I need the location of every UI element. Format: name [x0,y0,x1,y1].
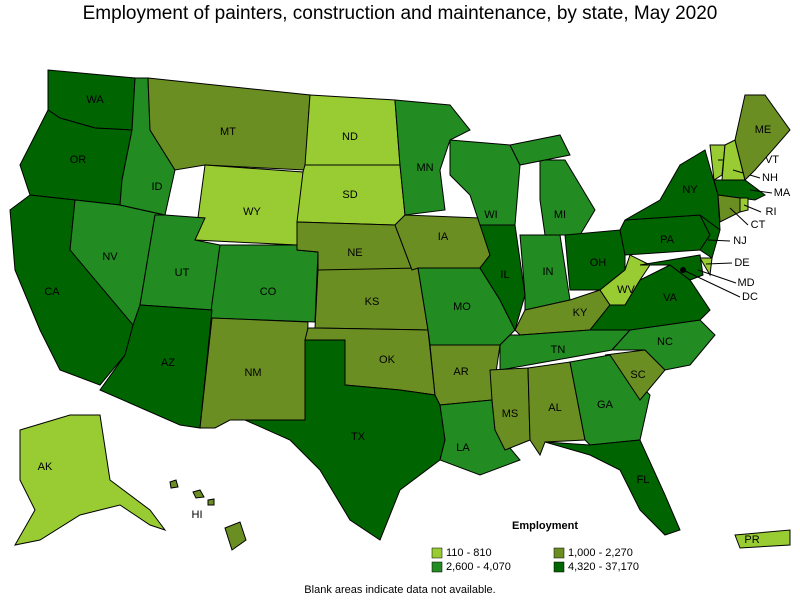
state-label: KS [365,296,380,308]
state-shape [192,489,205,499]
note: Blank areas indicate data not available. [304,584,495,596]
state-shape [734,94,791,181]
state-label: AK [38,461,53,473]
legend-title: Employment [512,520,578,532]
state-shape [209,244,319,323]
state-label: ID [152,181,163,193]
state-shape [147,77,311,171]
state-label: NM [244,367,261,379]
state-label: UT [175,267,190,279]
state-shape [479,224,526,332]
legend-label: 110 - 810 [446,547,492,559]
state-shape [639,254,704,281]
state-label: NJ [733,235,746,247]
legend-swatch [431,547,443,559]
state-shape [699,257,713,277]
state-label: IN [543,266,554,278]
state-shape [699,214,721,259]
state-label: AL [548,402,561,414]
state-label: MA [774,187,791,199]
state-label: DE [734,257,749,269]
leader-line [707,239,731,242]
state-shape [509,134,571,166]
legend-swatch [553,561,565,573]
states: WA OR CA NV ID MT WY UT CO AZ NM ND SD NE KS OK TX MN IA MO… [9,69,791,551]
state-label: CO [260,286,277,298]
state-label: CA [44,286,60,298]
state-label: IA [438,231,449,243]
state-label: SD [342,189,357,201]
state-label: NC [657,336,673,348]
state-label: GA [597,399,614,411]
state-shape [717,194,741,223]
state-shape [394,99,471,216]
map-title: Employment of painters, construction and… [83,3,718,24]
legend-swatch [431,561,443,573]
state-label: HI [192,509,203,521]
state-label: OH [590,257,607,269]
state-label: CT [751,219,766,231]
state-shape [244,339,446,541]
state-shape [539,159,596,236]
state-label: RI [766,206,777,218]
state-label: VT [765,154,779,166]
state-label: MO [453,301,471,313]
legend-label: 1,000 - 2,270 [568,547,633,559]
state-shape [169,479,179,489]
state-label: FL [637,474,650,486]
state-shape [734,529,791,549]
state-label: WV [617,284,635,296]
state-label: KY [573,307,588,319]
state-label: MS [502,408,519,420]
state-label: TX [351,431,366,443]
state-shape [604,349,666,401]
state-shape [99,304,213,429]
state-shape [544,439,681,536]
leader-line [682,269,741,298]
state-label: OR [70,154,87,166]
state-dot [680,267,686,273]
state-label: TN [551,344,566,356]
state-shape [599,254,651,306]
state-label: WY [243,206,261,218]
state-label: AR [453,366,468,378]
state-label: AZ [161,357,175,369]
state-label: ME [755,124,772,136]
leader-line [705,262,733,265]
state-label: PR [744,534,759,546]
state-label: MD [737,277,754,289]
legend-label: 4,320 - 37,170 [568,561,639,573]
state-label: NE [347,247,362,259]
state-shape [207,498,215,506]
state-shape [199,317,309,429]
state-label: MT [220,126,236,138]
state-label: IL [500,269,509,281]
state-label: ND [342,131,358,143]
state-label: LA [456,442,470,454]
state-label: VA [663,292,678,304]
leader-line [743,204,762,213]
state-shape [14,414,167,546]
state-label: MI [554,209,566,221]
legend-swatch [553,547,565,559]
state-label: SC [630,369,645,381]
state-label: MN [416,162,433,174]
state-shape [224,521,247,551]
legend: 110 - 810 1,000 - 2,270 2,600 - 4,070 4,320… [431,547,639,573]
state-label: WI [484,209,497,221]
leader-line [697,269,737,284]
state-label: NH [762,172,778,184]
leader-line [729,207,749,226]
state-label: NY [682,184,698,196]
state-label: WA [86,94,104,106]
leader-line [749,189,773,194]
state-label: NV [102,251,118,263]
state-label: OK [379,354,396,366]
state-label: DC [742,291,758,303]
state-label: PA [660,234,675,246]
legend-label: 2,600 - 4,070 [446,561,511,573]
